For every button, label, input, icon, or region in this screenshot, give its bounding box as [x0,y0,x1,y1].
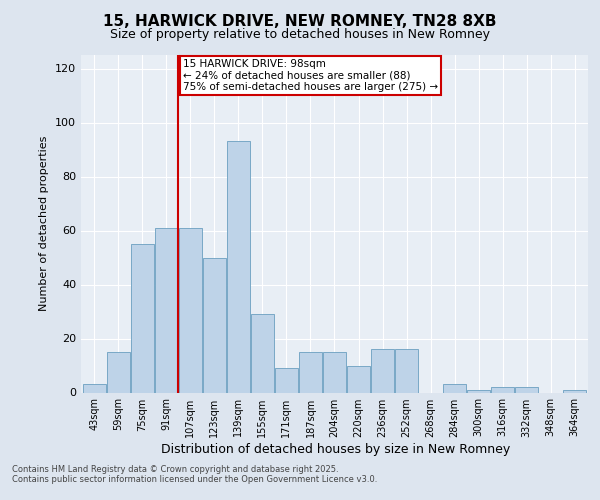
Bar [563,390,586,392]
Text: 15, HARWICK DRIVE, NEW ROMNEY, TN28 8XB: 15, HARWICK DRIVE, NEW ROMNEY, TN28 8XB [103,14,497,29]
Bar [371,350,394,393]
Bar [515,387,538,392]
Bar [299,352,322,393]
Bar [491,387,514,392]
Bar [467,390,490,392]
Bar [155,228,178,392]
Y-axis label: Number of detached properties: Number of detached properties [40,136,49,312]
Bar [443,384,466,392]
Text: Distribution of detached houses by size in New Romney: Distribution of detached houses by size … [161,442,511,456]
Bar [107,352,130,393]
Text: Contains HM Land Registry data © Crown copyright and database right 2025.
Contai: Contains HM Land Registry data © Crown c… [12,464,377,484]
Bar [83,384,106,392]
Text: Size of property relative to detached houses in New Romney: Size of property relative to detached ho… [110,28,490,41]
Bar [251,314,274,392]
Bar [347,366,370,392]
Bar [323,352,346,393]
Bar [275,368,298,392]
Bar [227,142,250,392]
Bar [203,258,226,392]
Bar [131,244,154,392]
Text: 15 HARWICK DRIVE: 98sqm
← 24% of detached houses are smaller (88)
75% of semi-de: 15 HARWICK DRIVE: 98sqm ← 24% of detache… [183,59,438,92]
Bar [395,350,418,393]
Bar [179,228,202,392]
